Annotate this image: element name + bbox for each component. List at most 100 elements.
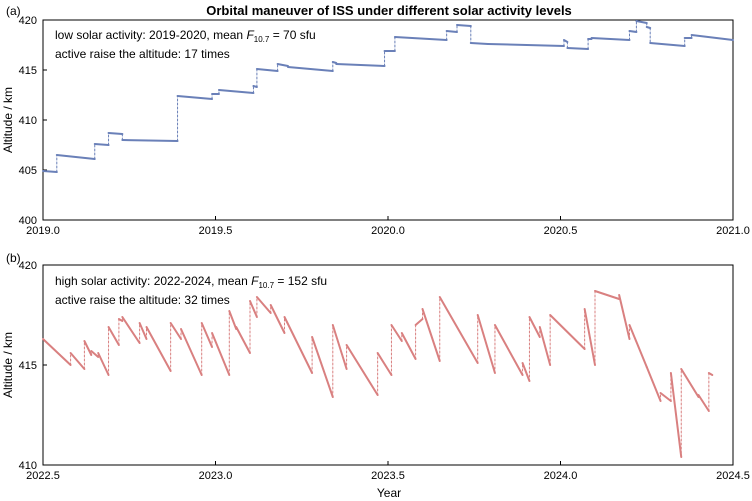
altitude-decay-segment [42, 338, 72, 366]
panel-a-annotation-line2: active raise the altitude: 17 times [55, 47, 230, 61]
altitude-decay-segment [331, 61, 338, 64]
panel-a-label: (a) [6, 4, 21, 18]
altitude-decay-segment [645, 366, 662, 402]
panel-a-x-tick-label: 2020.5 [544, 225, 578, 237]
panel-b-label: (b) [6, 251, 21, 265]
altitude-decay-segment [121, 316, 141, 344]
altitude-decay-segment [493, 324, 524, 376]
altitude-decay-segment [476, 314, 496, 374]
altitude-decay-segment [107, 132, 124, 135]
panel-a-x-tick-label: 2019.5 [199, 225, 233, 237]
altitude-decay-segment [566, 47, 590, 50]
altitude-decay-segment [583, 308, 596, 366]
panel-b-x-tick-label: 2023.5 [371, 470, 405, 482]
altitude-decay-segment [421, 308, 441, 362]
altitude-decay-segment [635, 20, 648, 24]
altitude-decay-segment [286, 66, 334, 72]
altitude-decay-segment [594, 290, 621, 300]
altitude-decay-segment [680, 368, 700, 398]
panel-a-y-ticks: 400 405 410 415 420 [19, 15, 47, 227]
altitude-decay-segment [618, 294, 631, 340]
altitude-decay-segment [93, 143, 110, 146]
panel-b-x-tick-label: 2024.5 [716, 470, 750, 482]
altitude-decay-segment [645, 26, 652, 29]
altitude-decay-segment [145, 326, 172, 372]
panel-a-x-tick-label: 2020.0 [371, 225, 405, 237]
altitude-decay-segment [249, 300, 258, 318]
altitude-decay-segment [283, 316, 314, 374]
altitude-decay-segment [252, 85, 258, 88]
panel-a-y-tick-label: 400 [19, 215, 37, 227]
altitude-decay-segment [707, 372, 714, 376]
altitude-decay-segment [228, 310, 238, 330]
altitude-decay-segment [83, 340, 93, 356]
altitude-decay-segment [255, 296, 272, 314]
altitude-decay-segment [107, 326, 120, 346]
altitude-decay-segment [269, 304, 286, 334]
altitude-decay-segment [562, 39, 569, 43]
panel-b: (b) high solar activity: 2022-2024, mean… [1, 251, 750, 500]
altitude-decay-segment [345, 344, 379, 396]
altitude-decay-segment [538, 326, 552, 366]
altitude-decay-segment [414, 318, 424, 326]
panel-b-x-tick-label: 2024.0 [544, 470, 578, 482]
altitude-decay-segment [549, 314, 586, 350]
figure-title: Orbital maneuver of ISS under different … [206, 3, 572, 18]
altitude-decay-segment [628, 30, 638, 33]
altitude-decay-segment [69, 352, 86, 370]
altitude-decay-segment [180, 328, 203, 376]
panel-b-x-ticks: 2022.5 2023.0 2023.5 2024.0 2024.5 [26, 461, 750, 482]
altitude-decay-segment [393, 36, 448, 41]
altitude-decay-segment [487, 43, 565, 47]
altitude-decay-segment [97, 352, 110, 376]
altitude-decay-segment [390, 324, 403, 342]
panel-a-annotation-line1: low solar activity: 2019-2020, mean F10.… [55, 28, 316, 44]
panel-b-y-ticks: 410 415 420 [19, 260, 47, 472]
panel-b-x-axis-label: Year [377, 486, 401, 500]
altitude-decay-segment [335, 63, 386, 67]
altitude-decay-segment [445, 30, 458, 33]
panel-a: (a) low solar activity: 2019-2020, mean … [1, 4, 750, 237]
altitude-decay-segment [55, 154, 96, 160]
panel-a-x-tick-label: 2021.0 [716, 225, 750, 237]
altitude-decay-segment [42, 170, 58, 173]
altitude-decay-segment [138, 322, 148, 340]
altitude-decay-segment [659, 392, 672, 402]
panel-a-y-tick-label: 410 [19, 115, 37, 127]
altitude-decay-segment [469, 42, 490, 45]
panel-a-y-tick-label: 415 [19, 65, 37, 77]
panel-a-series [42, 20, 734, 173]
altitude-decay-segment [90, 350, 100, 358]
altitude-decay-segment [176, 95, 214, 100]
altitude-decay-segment [690, 34, 734, 41]
altitude-decay-segment [438, 296, 479, 364]
panel-b-x-tick-label: 2022.5 [26, 470, 60, 482]
altitude-decay-segment [400, 332, 417, 360]
panel-a-x-ticks: 2019.0 2019.5 2020.0 2020.5 2021.0 [26, 216, 750, 237]
altitude-decay-segment [311, 336, 334, 398]
panel-a-y-tick-label: 420 [19, 15, 37, 27]
panel-b-series [42, 290, 714, 458]
panel-b-annotation-line2: active raise the altitude: 32 times [55, 293, 230, 307]
altitude-decay-segment [528, 316, 541, 338]
altitude-decay-segment [456, 24, 472, 27]
panel-a-y-tick-label: 405 [19, 165, 37, 177]
altitude-decay-segment [276, 63, 289, 67]
altitude-decay-segment [590, 37, 631, 41]
panel-b-y-axis-label: Altitude / km [1, 332, 15, 398]
altitude-decay-segment [217, 89, 255, 94]
panel-b-y-tick-label: 415 [19, 360, 37, 372]
panel-b-y-tick-label: 420 [19, 260, 37, 272]
altitude-decay-segment [235, 326, 251, 354]
altitude-decay-segment [628, 324, 648, 368]
altitude-decay-segment [200, 322, 214, 348]
altitude-decay-segment [376, 352, 393, 376]
altitude-decay-segment [169, 322, 182, 340]
altitude-decay-segment [255, 68, 279, 72]
altitude-decay-segment [669, 372, 683, 458]
altitude-decay-segment [211, 332, 231, 376]
panel-b-y-tick-label: 410 [19, 460, 37, 472]
altitude-decay-segment [117, 318, 124, 322]
altitude-decay-segment [521, 362, 531, 382]
